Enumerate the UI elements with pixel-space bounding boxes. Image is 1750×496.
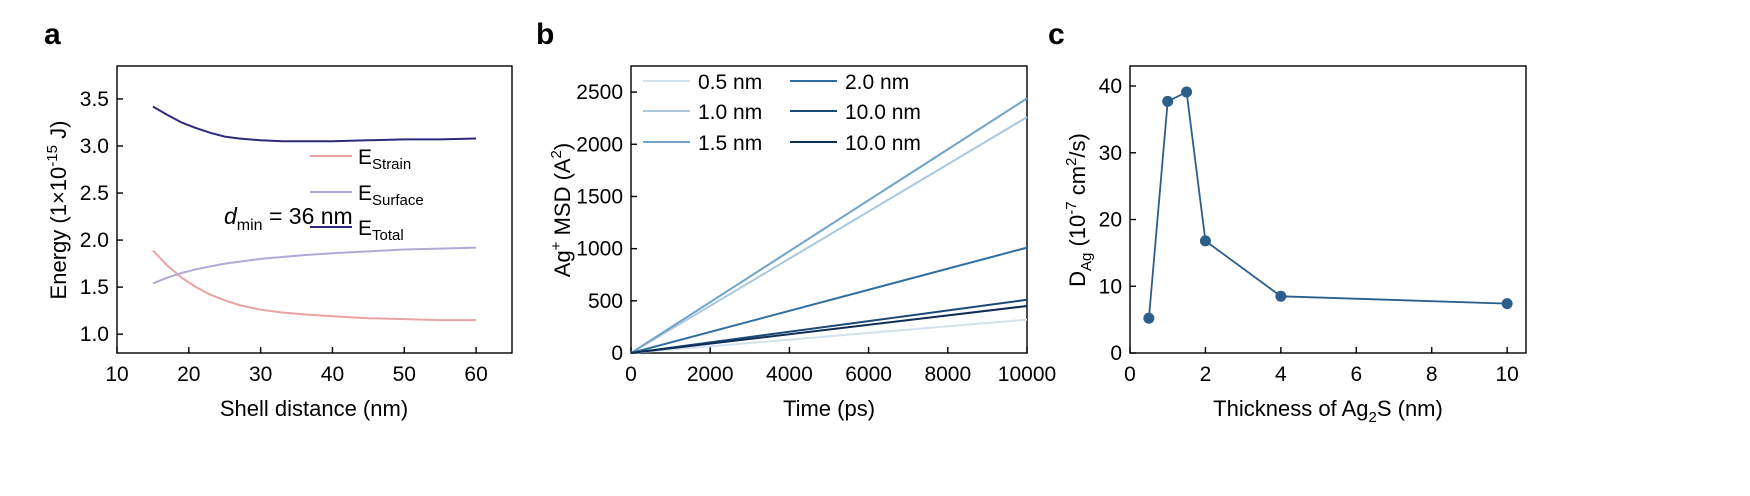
chart-a-ytick-label: 3.0	[80, 135, 109, 158]
chart-b-frame	[630, 65, 1028, 354]
chart-b-xtick-label: 6000	[845, 363, 892, 386]
chart-a-xtick-label: 20	[177, 363, 200, 386]
chart-b-ytick-label: 0	[611, 342, 623, 365]
chart-c-ytick-label: 40	[1099, 75, 1122, 98]
chart-b-lines	[630, 97, 1028, 354]
chart-c-data-point	[1162, 95, 1174, 107]
chart-a-annotation: dmin = 36 nm	[224, 203, 353, 234]
legend-label-total: ETotal	[358, 217, 404, 244]
legend-label-10-0nm-a: 10.0 nm	[845, 101, 921, 124]
chart-b-ytick-label: 1000	[576, 238, 623, 261]
chart-b-series-0-line	[630, 318, 1028, 354]
chart-c-xtick-label: 4	[1275, 363, 1287, 386]
chart-b-xlabel: Time (ps)	[783, 396, 875, 421]
chart-a-ytick-label: 1.5	[80, 276, 109, 299]
chart-c-data-point	[1199, 235, 1211, 247]
legend-label-surface: ESurface	[358, 182, 424, 209]
chart-b-series-2-line	[630, 97, 1028, 354]
chart-b-series-3-line	[630, 246, 1028, 354]
chart-b-legend: 0.5 nm 1.0 nm 1.5 nm 2.0 nm 10.0 nm 10.0…	[643, 71, 921, 155]
chart-c-ylabel: DAg (10-7 cm2/s)	[1063, 133, 1095, 287]
chart-c-data-point	[1181, 86, 1193, 98]
chart-b-ticks: 0 2000 4000 6000 8000 10000 0 500 1000 1500 2000 25…	[576, 81, 1056, 386]
chart-c-ytick-label: 20	[1099, 209, 1122, 232]
legend-label-strain: EStrain	[358, 146, 411, 173]
chart-a-xlabel: Shell distance (nm)	[220, 396, 408, 421]
chart-c-ytick-label: 0	[1110, 342, 1122, 365]
chart-c-frame	[1129, 65, 1527, 354]
chart-a-xtick-label: 50	[393, 363, 416, 386]
chart-c-xtick-label: 8	[1426, 363, 1438, 386]
chart-b-ytick-label: 2000	[576, 133, 623, 156]
chart-c-xtick-label: 2	[1200, 363, 1212, 386]
chart-b-ytick-label: 2500	[576, 81, 623, 104]
chart-b-ytick-label: 1500	[576, 185, 623, 208]
chart-a-legend: EStrain ESurface ETotal	[310, 146, 424, 244]
legend-label-10-0nm-b: 10.0 nm	[845, 132, 921, 155]
chart-a-xtick-label: 60	[464, 363, 487, 386]
chart-c-ticks: 0 2 4 6 8 10 0 10 20 30 40	[1099, 75, 1519, 386]
chart-a-frame	[116, 65, 513, 354]
chart-c-ytick-label: 30	[1099, 142, 1122, 165]
chart-b-series-1-line	[630, 116, 1028, 354]
chart-b-xtick-label: 10000	[998, 363, 1056, 386]
chart-a-ticks: 10 20 30 40 50 60 1.0 1.5 2.0 2.5 3.0 3.5	[80, 88, 488, 386]
chart-b-ylabel: Ag+ MSD (A2)	[548, 143, 575, 277]
chart-b: 0 2000 4000 6000 8000 10000 0 500 1000 1500 2000 25…	[548, 65, 1056, 421]
chart-a-ytick-label: 2.5	[80, 182, 109, 205]
chart-c-series-0-line	[1148, 90, 1508, 319]
chart-a: 10 20 30 40 50 60 1.0 1.5 2.0 2.5 3.0 3.5 EStrain E…	[44, 65, 513, 421]
chart-c-lines	[1143, 86, 1513, 324]
chart-a-xtick-label: 30	[249, 363, 272, 386]
chart-b-xtick-label: 8000	[924, 363, 971, 386]
legend-label-1-5nm: 1.5 nm	[698, 132, 762, 155]
chart-a-xtick-label: 40	[321, 363, 344, 386]
chart-b-series-5-line	[630, 305, 1028, 354]
panel-letter-b: b	[536, 18, 554, 51]
chart-a-xtick-label: 10	[105, 363, 128, 386]
chart-a-series-2-line	[152, 105, 477, 143]
chart-c-xtick-label: 10	[1495, 363, 1518, 386]
chart-a-series-0-line	[152, 249, 477, 322]
chart-b-xtick-label: 0	[625, 363, 637, 386]
chart-c-data-point	[1501, 298, 1513, 310]
chart-b-xtick-label: 4000	[766, 363, 813, 386]
chart-c-xlabel: Thickness of Ag2S (nm)	[1213, 396, 1443, 426]
chart-a-ytick-label: 3.5	[80, 88, 109, 111]
chart-c-data-point	[1143, 312, 1155, 324]
chart-c-xtick-label: 6	[1350, 363, 1362, 386]
chart-c-xtick-label: 0	[1124, 363, 1136, 386]
chart-a-ytick-label: 1.0	[80, 323, 109, 346]
chart-b-xtick-label: 2000	[687, 363, 734, 386]
chart-b-ytick-label: 500	[588, 290, 623, 313]
chart-a-ytick-label: 2.0	[80, 229, 109, 252]
legend-label-0-5nm: 0.5 nm	[698, 71, 762, 94]
chart-c-ytick-label: 10	[1099, 275, 1122, 298]
panel-letter-a: a	[44, 18, 61, 51]
chart-a-series-1-line	[152, 246, 477, 285]
chart-a-lines	[152, 105, 477, 322]
legend-label-2-0nm: 2.0 nm	[845, 71, 909, 94]
legend-label-1-0nm: 1.0 nm	[698, 101, 762, 124]
panel-letter-c: c	[1048, 18, 1065, 51]
chart-c-data-point	[1275, 290, 1287, 302]
chart-b-series-4-line	[630, 298, 1028, 354]
chart-a-ylabel: Energy (1×10-15 J)	[44, 121, 71, 300]
